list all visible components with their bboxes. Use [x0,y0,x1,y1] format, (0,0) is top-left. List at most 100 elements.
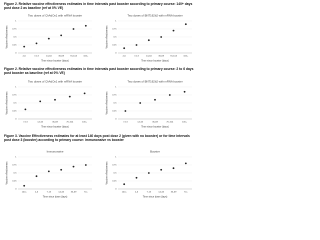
x-tick-label: 140+ [122,192,128,194]
y-tick-label: 0.25 [12,111,17,113]
x-tick-label: 35-69 [58,56,64,58]
x-tick-label: 35-69 [171,192,177,194]
chart-title: Two doses of ChAdOx1 with mRNA booster [28,14,82,18]
point [183,90,186,93]
x-axis-label: Time since booster (days) [141,60,169,63]
point [24,108,27,111]
point [172,167,175,170]
y-tick-label: 0.75 [112,165,117,167]
x-tick-label: 35-69 [52,122,58,124]
y-tick-label: 0.75 [12,95,17,97]
x-tick-label: 7-13 [23,122,28,124]
y-tick-label: 0 [115,119,117,121]
point [35,175,38,178]
chart: Immunonaive Vaccine effectiveness Time sin… [6,150,92,199]
x-tick-label: 70-104 [66,122,74,124]
x-tick-label: 35-69 [158,56,164,58]
point [47,170,50,173]
x-tick-label: 14-34 [146,56,152,58]
x-tick-label: 70-104 [166,122,174,124]
x-tick-label: 105+ [183,56,189,58]
point [184,162,187,165]
x-tick-label: 105+ [182,122,188,124]
x-tick-label: 70-104 [170,56,178,58]
y-tick-label: 0.5 [13,103,17,105]
point [135,44,138,46]
y-tick-label: 0 [15,189,17,191]
point [160,36,163,38]
point [72,28,75,30]
point [139,102,142,104]
point [84,164,87,166]
y-tick-label: 0.25 [12,181,17,183]
figure-caption: Figure 3. Vaccine Effectiveness estimate… [4,134,190,142]
chart: Two doses of BNT162b2 with mRNA booster V… [106,14,192,63]
figure-caption: Figure 2. Relative vaccine effectiveness… [4,2,193,10]
y-tick-label: 1 [15,21,17,23]
x-tick-label: 14-34 [137,122,143,124]
point [60,34,63,37]
x-tick-label: 7-13 [123,122,128,124]
y-tick-label: 1 [115,157,117,159]
x-tick-label: 14-34 [58,192,64,194]
point [68,95,71,98]
x-axis-label: Time since booster (days) [141,126,169,129]
y-tick-label: 0.5 [13,37,17,39]
x-tick-label: 2-6 [123,56,127,58]
point [147,39,150,42]
page: Figure 2. Relative vaccine effectiveness… [4,2,194,199]
figure-caption: Figure 2. Relative vaccine effectiveness… [4,67,194,75]
y-axis-label: Vaccine effectiveness [106,91,109,115]
y-tick-label: 0.5 [113,173,117,175]
point [168,94,171,96]
point [39,100,42,103]
x-tick-label: 140+ [22,192,28,194]
x-tick-label: 35-69 [71,192,77,194]
x-axis-label: Time since dose (days) [143,196,168,199]
y-tick-label: 1 [15,157,17,159]
x-tick-label: 7-13 [34,56,39,58]
y-tick-label: 1 [115,87,117,89]
point [184,23,187,26]
y-tick-label: 0.25 [112,111,117,113]
y-tick-label: 0.75 [12,29,17,31]
y-tick-label: 0.75 [12,165,17,167]
point [123,183,126,186]
point [23,45,26,48]
chart-title: Two doses of BNT162b2 with mRNA booster [127,14,182,18]
x-tick-label: 14-34 [46,56,52,58]
chart: Two doses of ChAdOx1 with mRNA booster Va… [6,80,92,129]
point [154,98,156,101]
x-tick-label: 7-13 [47,192,52,194]
x-axis-label: Time since dose (days) [43,196,68,199]
point [124,110,127,112]
point [72,165,75,168]
x-tick-label: 105+ [83,56,89,58]
y-tick-label: 0.25 [112,45,117,47]
x-tick-label: 70+ [184,192,188,194]
x-tick-label: 35-69 [152,122,158,124]
chart-title: Two doses of ChAdOx1 with mRNA booster [28,80,82,84]
y-axis-label: Vaccine effectiveness [6,161,9,185]
point [123,47,126,50]
point [83,92,86,95]
point [54,98,56,101]
x-tick-label: 14-34 [37,122,43,124]
y-tick-label: 0.25 [12,45,17,47]
y-tick-label: 0.75 [112,95,117,97]
y-tick-label: 0 [115,53,117,55]
x-tick-label: 70-104 [70,56,78,58]
y-tick-label: 0 [15,53,17,55]
y-axis-label: Vaccine effectiveness [6,25,9,49]
y-tick-label: 1 [115,21,117,23]
x-tick-label: 14-34 [158,192,164,194]
x-tick-label: 105+ [82,122,88,124]
point [135,176,138,179]
chart: Two doses of BNT162b2 with mRNA booster V… [106,80,192,129]
y-tick-label: 0.5 [113,37,117,39]
x-axis-label: Time since booster (days) [41,126,69,129]
chart-title: Booster [150,150,160,154]
x-tick-label: 2-6 [35,192,39,194]
chart-title: Two doses of BNT162b2 with mRNA booster [127,80,182,84]
chart: Two doses of ChAdOx1 with mRNA booster Va… [6,14,92,63]
